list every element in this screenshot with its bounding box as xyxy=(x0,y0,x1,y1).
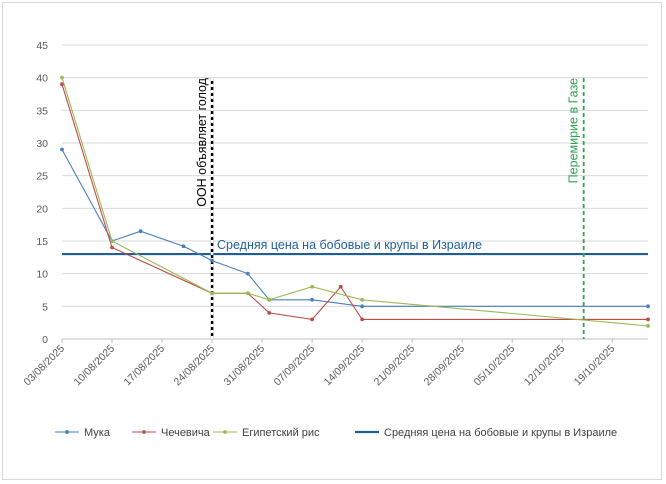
series-line xyxy=(61,149,648,307)
y-tick-label: 25 xyxy=(36,171,48,183)
data-point xyxy=(646,317,650,322)
x-tick-label: 19/10/2025 xyxy=(572,343,618,389)
data-point xyxy=(210,258,214,263)
data-point xyxy=(210,291,214,296)
grid-lines xyxy=(62,44,648,340)
data-point xyxy=(245,271,250,276)
y-tick-label: 45 xyxy=(36,40,48,52)
data-point xyxy=(60,147,64,152)
reference-line-label: Средняя цена на бобовые и крупы в Израил… xyxy=(217,238,482,252)
y-tick-label: 10 xyxy=(36,269,48,281)
y-tick-label: 5 xyxy=(42,301,48,313)
data-point xyxy=(310,297,315,302)
x-tick-label: 12/10/2025 xyxy=(522,343,568,389)
legend-label: Чечевича xyxy=(161,427,211,439)
legend-marker xyxy=(65,430,69,434)
series-line xyxy=(61,84,648,320)
data-point xyxy=(110,239,114,243)
data-point xyxy=(646,304,650,309)
series-line xyxy=(61,77,649,327)
legend-label: Мука xyxy=(84,427,111,439)
y-tick-label: 20 xyxy=(36,203,48,215)
y-axis-ticks: 0 5 10 15 20 25 30 35 40 45 xyxy=(36,40,48,346)
data-point xyxy=(245,291,250,296)
legend-label: Египетский рис xyxy=(242,427,320,439)
x-tick-label: 28/09/2025 xyxy=(422,343,468,389)
x-tick-label: 07/09/2025 xyxy=(272,343,318,389)
data-point xyxy=(646,324,650,328)
y-tick-label: 15 xyxy=(36,236,48,248)
data-point xyxy=(138,229,143,234)
data-point xyxy=(360,304,365,309)
legend-label: Средняя цена на бобовые и крупы в Израил… xyxy=(384,427,617,439)
legend: Мука Чечевича Египетский рис Средняя цена н… xyxy=(55,427,617,439)
y-tick-label: 40 xyxy=(36,73,48,85)
x-tick-label: 10/08/2025 xyxy=(71,343,117,389)
legend-marker xyxy=(223,430,227,434)
x-tick-label: 17/08/2025 xyxy=(122,343,168,389)
x-tick-label: 05/10/2025 xyxy=(472,343,518,389)
y-tick-label: 35 xyxy=(36,105,48,117)
annotations: ООН объявляет голод Перемирие в Газе xyxy=(195,77,585,339)
x-axis: 03/08/2025 10/08/2025 17/08/2025 24/08/2025… xyxy=(21,338,648,389)
data-point xyxy=(338,284,343,289)
y-tick-label: 0 xyxy=(42,334,48,346)
data-point xyxy=(267,310,272,315)
x-tick-label: 21/09/2025 xyxy=(372,343,418,389)
series-group xyxy=(60,75,650,328)
reference-line-group: Средняя цена на бобовые и крупы в Израил… xyxy=(62,238,648,256)
annotation-label: ООН объявляет голод xyxy=(195,77,209,206)
data-point xyxy=(360,297,365,302)
data-point xyxy=(60,75,64,80)
legend-marker xyxy=(142,430,146,434)
y-tick-label: 30 xyxy=(36,138,48,150)
data-point xyxy=(60,82,64,87)
data-point xyxy=(310,284,315,289)
data-point xyxy=(310,317,315,322)
data-point xyxy=(110,245,114,250)
data-point xyxy=(181,244,186,249)
x-tick-label: 24/08/2025 xyxy=(172,343,218,389)
x-tick-label: 14/09/2025 xyxy=(322,343,368,389)
annotation-label: Перемирие в Газе xyxy=(567,78,581,183)
x-tick-label: 31/08/2025 xyxy=(222,343,268,389)
x-tick-label: 03/08/2025 xyxy=(21,343,67,389)
data-point xyxy=(267,297,272,302)
data-point xyxy=(360,317,365,322)
